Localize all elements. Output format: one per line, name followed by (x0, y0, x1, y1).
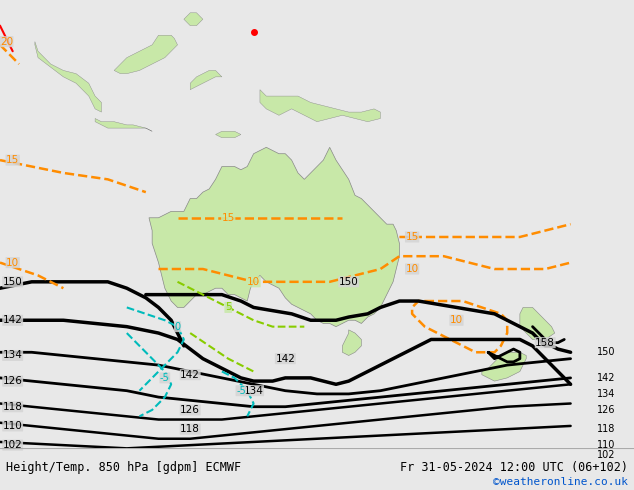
Text: 110: 110 (597, 440, 615, 450)
Text: 126: 126 (3, 376, 23, 386)
Text: 10: 10 (450, 315, 463, 325)
Text: 10: 10 (6, 258, 19, 268)
Text: 150: 150 (339, 277, 359, 287)
Text: 142: 142 (180, 369, 200, 380)
Text: 150: 150 (597, 347, 615, 357)
Text: 0: 0 (174, 321, 181, 332)
Text: ©weatheronline.co.uk: ©weatheronline.co.uk (493, 477, 628, 487)
Text: 15: 15 (6, 155, 19, 165)
Polygon shape (149, 147, 399, 327)
Text: -5: -5 (160, 373, 170, 383)
Text: 20: 20 (0, 37, 13, 47)
Text: Fr 31-05-2024 12:00 UTC (06+102): Fr 31-05-2024 12:00 UTC (06+102) (399, 461, 628, 474)
Polygon shape (190, 71, 222, 90)
Text: 142: 142 (3, 315, 23, 325)
Polygon shape (520, 307, 555, 340)
Text: 102: 102 (3, 440, 23, 450)
Text: Height/Temp. 850 hPa [gdpm] ECMWF: Height/Temp. 850 hPa [gdpm] ECMWF (6, 461, 242, 474)
Text: 118: 118 (597, 424, 615, 434)
Text: 102: 102 (597, 450, 615, 460)
Polygon shape (216, 131, 241, 138)
Text: 118: 118 (3, 402, 23, 412)
Text: 10: 10 (406, 264, 418, 274)
Text: 110: 110 (3, 421, 23, 431)
Polygon shape (184, 13, 203, 25)
Text: 134: 134 (3, 350, 23, 361)
Text: 15: 15 (406, 232, 418, 242)
Text: 5: 5 (225, 302, 231, 313)
Polygon shape (482, 352, 526, 381)
Text: 134: 134 (597, 389, 615, 399)
Text: 150: 150 (3, 277, 23, 287)
Polygon shape (95, 119, 152, 131)
Text: 10: 10 (247, 277, 260, 287)
Polygon shape (114, 35, 178, 74)
Polygon shape (260, 90, 380, 122)
Polygon shape (35, 42, 101, 112)
Text: 158: 158 (535, 338, 555, 348)
Text: -5: -5 (236, 386, 246, 396)
Text: 126: 126 (180, 405, 200, 415)
Text: 142: 142 (275, 354, 295, 364)
Text: 134: 134 (243, 386, 264, 396)
Polygon shape (342, 330, 361, 355)
Text: 142: 142 (597, 373, 615, 383)
Text: 15: 15 (222, 213, 235, 223)
Text: 118: 118 (180, 424, 200, 434)
Text: 126: 126 (597, 405, 615, 415)
